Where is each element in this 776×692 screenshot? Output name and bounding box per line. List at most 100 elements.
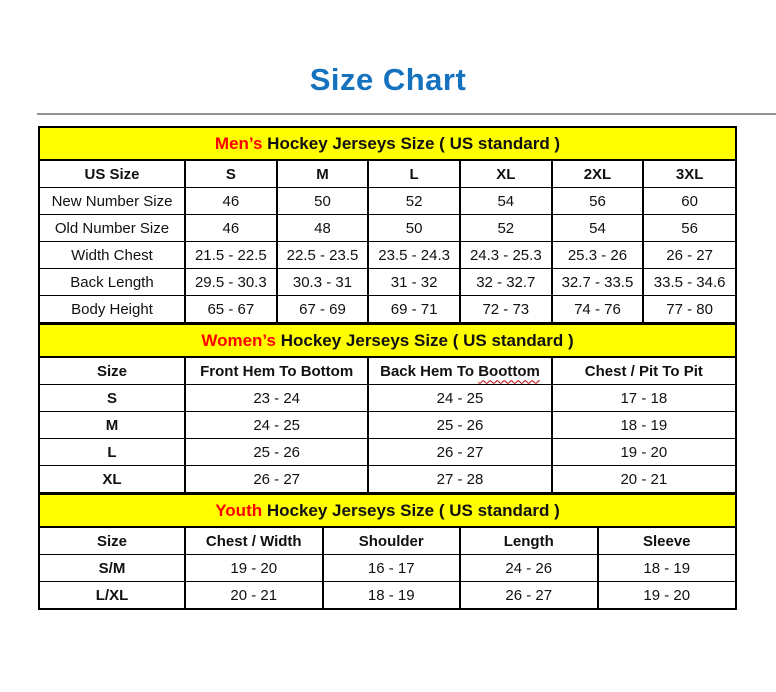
value-cell: 19 - 20 (550, 438, 735, 466)
youth-size-table: Size Chest / Width Shoulder Length Sleeve S/M… (40, 528, 735, 608)
value-cell: 69 - 71 (367, 295, 461, 323)
column-header-cell: Size (40, 358, 186, 385)
value-cell: 52 (367, 187, 461, 215)
value-cell: 18 - 19 (321, 581, 461, 608)
value-cell: 17 - 18 (550, 384, 735, 412)
value-cell: 18 - 19 (596, 554, 735, 582)
table-row: Back Length 29.5 - 30.3 30.3 - 31 31 - 32 32… (40, 268, 735, 296)
value-cell: 67 - 69 (275, 295, 370, 323)
table-row: Old Number Size 46 48 50 52 54 56 (40, 214, 735, 242)
column-header-cell: M (275, 161, 370, 188)
value-cell: 20 - 21 (184, 581, 324, 608)
value-cell: 50 (367, 214, 461, 242)
men-size-table: US Size S M L XL 2XL 3XL New Number Size 46 50 52 5… (40, 161, 735, 323)
value-cell: 24 - 26 (459, 554, 599, 582)
value-cell: 60 (642, 187, 735, 215)
value-cell: 25 - 26 (183, 438, 370, 466)
value-cell: 20 - 21 (550, 465, 735, 493)
section-heading-women: Women’s Hockey Jerseys Size ( US standar… (40, 323, 735, 358)
column-header-cell: 3XL (642, 161, 735, 188)
table-row: Width Chest 21.5 - 22.5 22.5 - 23.5 23.5 - … (40, 241, 735, 269)
row-label-cell: M (40, 411, 186, 439)
value-cell: 25.3 - 26 (550, 241, 645, 269)
value-cell: 32.7 - 33.5 (550, 268, 645, 296)
heading-highlight: Youth (215, 500, 263, 520)
header-row: Size Chest / Width Shoulder Length Sleeve (40, 528, 735, 555)
value-cell: 27 - 28 (367, 465, 553, 493)
heading-rest: Hockey Jerseys Size ( US standard ) (262, 500, 560, 520)
value-cell: 56 (550, 187, 645, 215)
value-cell: 19 - 20 (184, 554, 324, 582)
heading-highlight: Men’s (214, 133, 263, 153)
value-cell: 74 - 76 (550, 295, 645, 323)
value-cell: 26 - 27 (183, 465, 370, 493)
value-cell: 72 - 73 (458, 295, 553, 323)
value-cell: 23 - 24 (183, 384, 370, 412)
table-row: XL 26 - 27 27 - 28 20 - 21 (40, 465, 735, 493)
value-cell: 54 (550, 214, 645, 242)
value-cell: 56 (642, 214, 735, 242)
value-cell: 26 - 27 (459, 581, 599, 608)
value-cell: 24 - 25 (367, 384, 553, 412)
row-label-cell: New Number Size (40, 187, 186, 215)
column-header-cell: 2XL (550, 161, 645, 188)
value-cell: 46 (184, 214, 278, 242)
value-cell: 18 - 19 (550, 411, 735, 439)
section-women: Women’s Hockey Jerseys Size ( US standar… (40, 323, 735, 493)
misspelled-word: Boottom (478, 362, 540, 380)
column-header-cell: Chest / Width (184, 528, 324, 555)
row-label-cell: L/XL (40, 581, 186, 608)
value-cell: 77 - 80 (642, 295, 735, 323)
column-header-cell: Chest / Pit To Pit (550, 358, 735, 385)
column-header-cell: Sleeve (596, 528, 735, 555)
value-cell: 30.3 - 31 (275, 268, 370, 296)
value-cell: 19 - 20 (596, 581, 735, 608)
column-header-cell: Length (459, 528, 599, 555)
value-cell: 65 - 67 (184, 295, 278, 323)
value-cell: 52 (458, 214, 553, 242)
value-cell: 21.5 - 22.5 (184, 241, 278, 269)
row-label-cell: Width Chest (40, 241, 186, 269)
table-row: S 23 - 24 24 - 25 17 - 18 (40, 384, 735, 412)
table-row: L 25 - 26 26 - 27 19 - 20 (40, 438, 735, 466)
table-row: New Number Size 46 50 52 54 56 60 (40, 187, 735, 215)
row-label-cell: S/M (40, 554, 186, 582)
value-cell: 48 (275, 214, 370, 242)
value-cell: 50 (275, 187, 370, 215)
value-cell: 31 - 32 (367, 268, 461, 296)
column-header-cell: XL (458, 161, 553, 188)
value-cell: 54 (458, 187, 553, 215)
value-cell: 24.3 - 25.3 (458, 241, 553, 269)
table-row: S/M 19 - 20 16 - 17 24 - 26 18 - 19 (40, 554, 735, 582)
row-label-cell: XL (40, 465, 186, 493)
section-men: Men’s Hockey Jerseys Size ( US standard … (40, 128, 735, 323)
heading-rest: Hockey Jerseys Size ( US standard ) (262, 133, 561, 153)
value-cell: 29.5 - 30.3 (184, 268, 278, 296)
column-header-cell: Front Hem To Bottom (183, 358, 370, 385)
value-cell: 26 - 27 (367, 438, 553, 466)
heading-highlight: Women’s (201, 330, 276, 350)
value-cell: 24 - 25 (183, 411, 370, 439)
page-title: Size Chart (309, 62, 467, 97)
horizontal-divider-line (37, 113, 776, 115)
value-cell: 32 - 32.7 (458, 268, 553, 296)
value-cell: 23.5 - 24.3 (367, 241, 461, 269)
value-cell: 46 (184, 187, 278, 215)
table-row: Body Height 65 - 67 67 - 69 69 - 71 72 - 73 7… (40, 295, 735, 323)
section-heading-youth: Youth Hockey Jerseys Size ( US standard … (40, 493, 735, 528)
column-header-cell: US Size (40, 161, 186, 188)
table-row: L/XL 20 - 21 18 - 19 26 - 27 19 - 20 (40, 581, 735, 608)
column-header-cell: Back Hem To Boottom (367, 358, 553, 385)
value-cell: 26 - 27 (642, 241, 735, 269)
table-row: M 24 - 25 25 - 26 18 - 19 (40, 411, 735, 439)
value-cell: 33.5 - 34.6 (642, 268, 735, 296)
row-label-cell: Back Length (40, 268, 186, 296)
heading-rest: Hockey Jerseys Size ( US standard ) (275, 330, 574, 350)
row-label-cell: Old Number Size (40, 214, 186, 242)
size-chart: Men’s Hockey Jerseys Size ( US standard … (38, 126, 737, 610)
section-heading-men: Men’s Hockey Jerseys Size ( US standard … (40, 128, 735, 161)
row-label-cell: L (40, 438, 186, 466)
section-youth: Youth Hockey Jerseys Size ( US standard … (40, 493, 735, 608)
women-size-table: Size Front Hem To Bottom Back Hem To Boott… (40, 358, 735, 493)
column-header-cell: Size (40, 528, 186, 555)
